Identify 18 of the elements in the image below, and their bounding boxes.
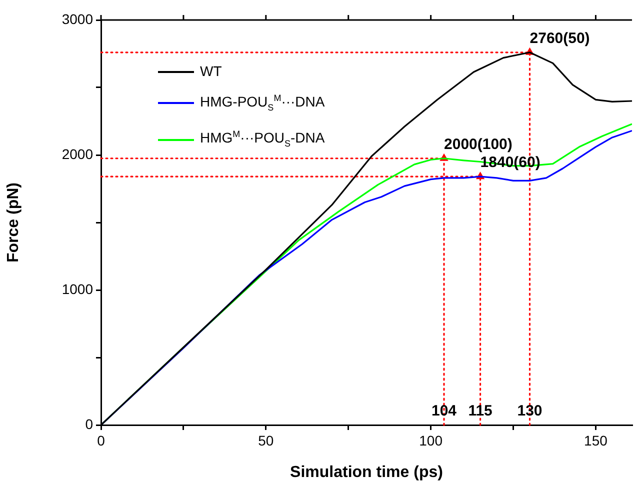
- y-tick-label: 1000: [62, 280, 94, 297]
- ref-line-label: 115: [468, 402, 492, 420]
- x-tick-label: 150: [584, 432, 608, 448]
- y-axis-title: Force (pN): [5, 182, 22, 262]
- y-tick-label: 2000: [62, 146, 94, 162]
- ref-line-label: 130: [517, 402, 542, 420]
- legend-label: HMG-POU$_{S}$$^{M}$···DNA: [200, 92, 325, 114]
- ref-line-label: 104: [431, 402, 458, 420]
- x-tick-label: 50: [258, 432, 274, 448]
- legend-label: HMG$^{M}$···POU$_{S}$-DNA: [200, 128, 325, 151]
- x-tick-label: 0: [97, 432, 106, 448]
- legend-label: WT: [200, 62, 222, 81]
- annotation: 2000(100): [444, 136, 512, 154]
- x-axis-title: Simulation time (ps): [290, 464, 443, 481]
- y-tick-label: 0: [85, 416, 94, 432]
- y-tick-label: 3000: [62, 10, 94, 27]
- annotation: 2760(50): [530, 30, 590, 48]
- x-tick-label: 100: [419, 432, 443, 448]
